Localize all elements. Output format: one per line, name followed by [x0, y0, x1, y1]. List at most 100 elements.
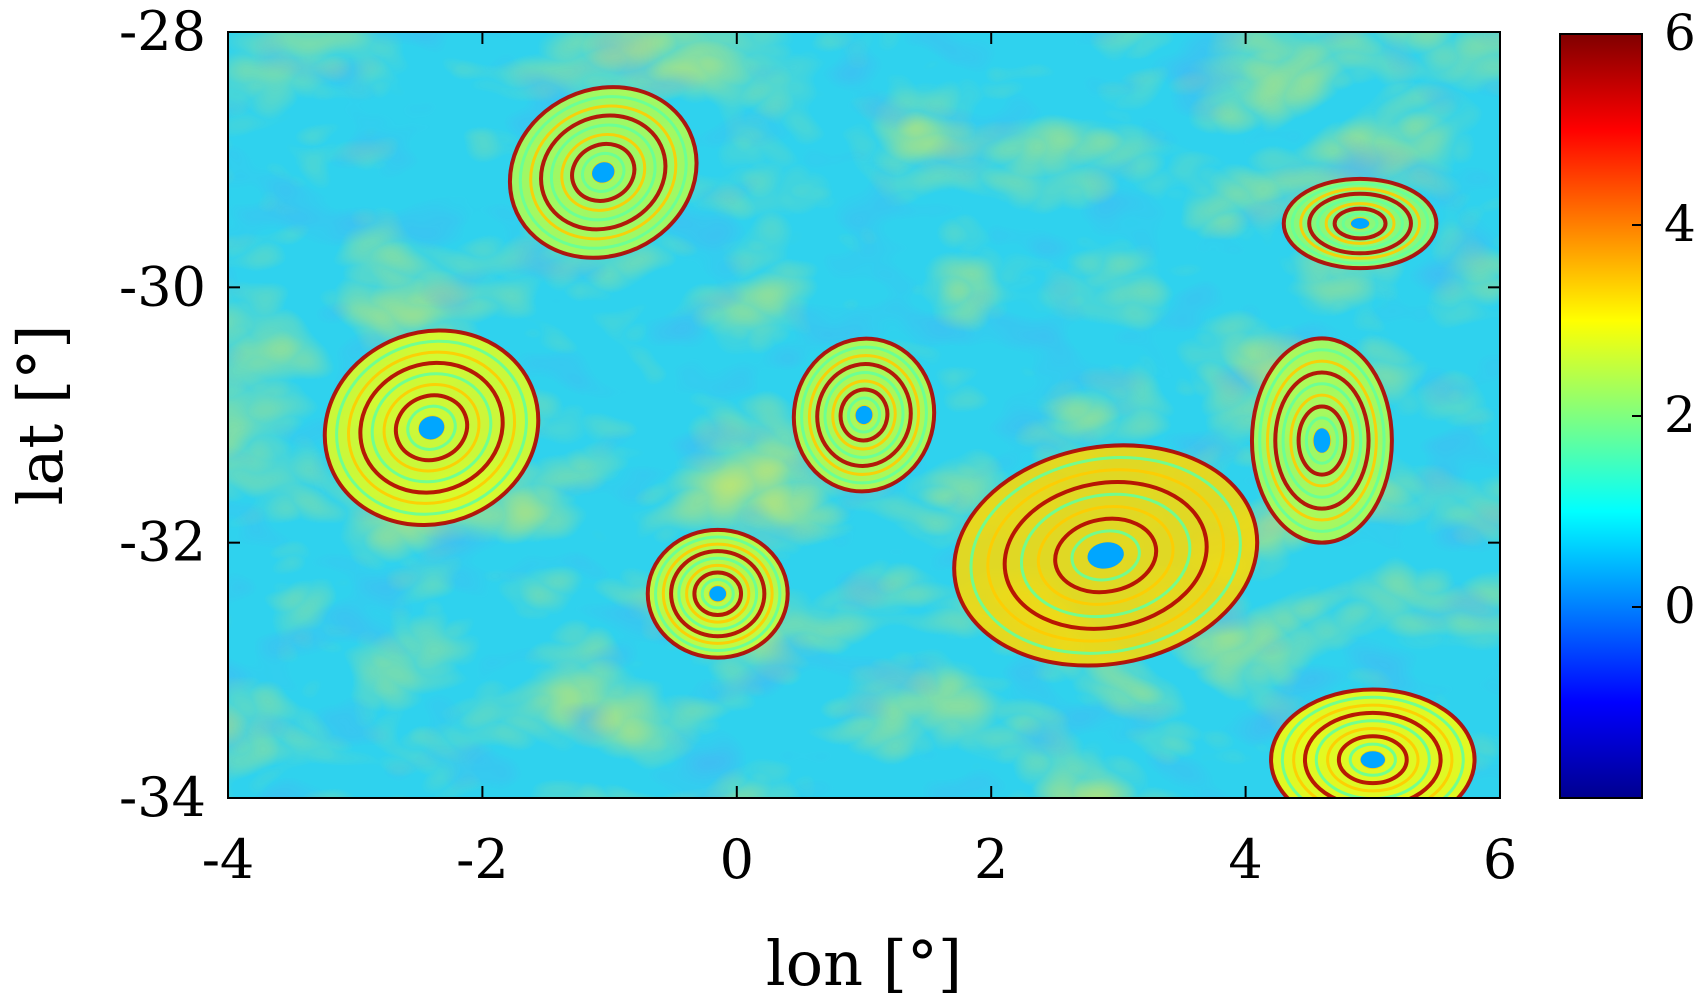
x-tick-label: 4 — [1228, 828, 1262, 891]
eddy-ring — [645, 527, 790, 660]
eddy-ring — [692, 570, 744, 618]
x-axis-ticks: -4 -2 0 2 4 6 — [202, 32, 1517, 891]
y-axis-label: lat [°] — [4, 325, 77, 506]
eddy-core — [1360, 751, 1386, 769]
eddy-ring — [1307, 191, 1413, 256]
colorbar-tick-label: 2 — [1664, 386, 1695, 444]
colorbar-tick-label: 0 — [1664, 577, 1695, 635]
eddy-ring — [685, 563, 751, 624]
eddy-core — [855, 405, 873, 425]
colorbar-gradient — [1559, 33, 1643, 799]
eddy-ring — [838, 387, 890, 443]
x-tick-label: 6 — [1483, 828, 1517, 891]
eddy-ring — [969, 456, 1242, 655]
eddy-ring — [1302, 710, 1443, 798]
eddy-ring — [1070, 529, 1141, 582]
eddy-ring — [570, 141, 637, 203]
eddy-ring — [346, 350, 517, 505]
eddy-ring — [815, 362, 913, 468]
eddy-core — [1313, 428, 1331, 453]
eddy-ring — [1258, 348, 1386, 533]
eddy-ring — [1020, 492, 1192, 619]
eddy-ring — [507, 85, 699, 260]
x-tick-label: -2 — [456, 828, 509, 891]
eddy-ring — [1314, 719, 1431, 798]
eddy-ring — [1348, 742, 1397, 777]
y-tick-label: -34 — [119, 766, 206, 829]
eddy-core — [592, 162, 615, 183]
eddy-ring — [1296, 404, 1348, 477]
eddy-ring — [1266, 359, 1378, 522]
eddy-ring — [986, 468, 1226, 643]
eddy-ring — [529, 104, 678, 241]
plot-frame — [227, 31, 1501, 799]
eddy-ring — [358, 360, 505, 495]
eddy — [1249, 336, 1394, 545]
eddy-ring — [370, 372, 493, 484]
eddy — [507, 85, 699, 260]
eddy — [952, 443, 1260, 668]
eddy-ring — [1053, 516, 1159, 595]
eddy-ring — [661, 542, 774, 645]
eddy — [791, 336, 937, 494]
eddy-ring — [952, 443, 1260, 668]
eddy-core — [709, 586, 727, 602]
eddy-ring — [1290, 182, 1430, 265]
colorbar: 0 2 4 6 — [1559, 4, 1695, 799]
x-tick-label: 0 — [720, 828, 754, 891]
eddy-ring — [1002, 480, 1209, 631]
eddy-ring — [406, 404, 457, 451]
eddy-ring — [1280, 695, 1465, 798]
eddy-features-layer — [322, 85, 1477, 798]
eddy-ring — [581, 151, 626, 193]
eddy-ring — [1281, 382, 1363, 499]
eddy-ring — [335, 339, 528, 516]
eddy-ring — [1292, 703, 1454, 798]
eddy-ring — [1299, 187, 1421, 260]
eddy-ring — [322, 328, 541, 528]
eddy-ring — [518, 95, 688, 250]
eddy-ring — [1316, 197, 1404, 250]
eddy — [1281, 176, 1439, 271]
eddy — [322, 328, 541, 528]
eddy-ring — [1273, 370, 1371, 511]
eddy-ring — [1341, 212, 1379, 235]
eddy-ring — [539, 113, 668, 232]
eddy-ring — [1324, 202, 1396, 245]
x-tick-label: -4 — [202, 828, 255, 891]
eddy-ring — [1249, 336, 1394, 545]
y-tick-label: -30 — [119, 255, 206, 318]
eddy-ring — [393, 393, 470, 463]
eddy-ring — [549, 123, 657, 222]
eddy-ring — [1332, 206, 1388, 241]
y-axis-ticks: -34 -32 -30 -28 — [119, 0, 1500, 829]
y-tick-label: -32 — [119, 511, 206, 574]
eddy-ring — [382, 383, 481, 473]
eddy-ring — [823, 371, 905, 459]
eddy-ring — [1326, 726, 1420, 793]
eddy-core — [1350, 218, 1370, 229]
eddy-core — [1087, 542, 1124, 569]
eddy-ring — [791, 336, 937, 494]
eddy-core — [418, 416, 445, 440]
x-tick-label: 2 — [974, 828, 1008, 891]
eddy-ring — [1289, 393, 1355, 488]
eddy-ring — [807, 354, 921, 476]
eddy-ring — [560, 133, 647, 212]
eddy-ring — [700, 578, 735, 610]
eddy-ring — [677, 556, 759, 631]
eddy-ring — [654, 535, 782, 652]
heatmap-plot-area — [228, 32, 1500, 798]
eddy-ring — [800, 345, 928, 485]
eddy — [645, 527, 790, 660]
eddy-ring — [669, 549, 767, 639]
eddy-ring — [1036, 504, 1175, 606]
colorbar-tick-label: 6 — [1664, 4, 1695, 62]
eddy-ring — [1336, 734, 1409, 786]
eddy — [1269, 687, 1477, 798]
colorbar-tick-label: 4 — [1664, 195, 1695, 253]
colorbar-ticks: 0 2 4 6 — [1632, 4, 1695, 635]
eddy-ring — [831, 379, 897, 451]
eddy-ring — [1269, 687, 1477, 798]
